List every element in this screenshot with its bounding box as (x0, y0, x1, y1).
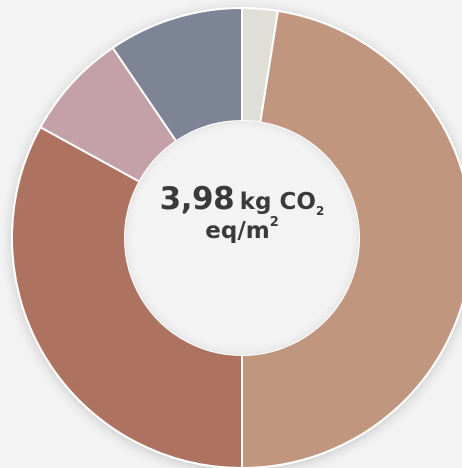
unit-line2-base: eq/m (205, 217, 270, 244)
unit-subscript: 2 (315, 204, 325, 218)
total-value: 3,98 (159, 181, 235, 217)
donut-hole (125, 121, 359, 355)
unit-line2-sup: 2 (269, 214, 279, 230)
total-unit-line2: eq/m2 (110, 214, 374, 244)
total-unit: kg CO2 (239, 189, 325, 218)
center-total-label: 3,98 kg CO2 eq/m2 (110, 181, 374, 244)
unit-prefix: kg CO (239, 189, 316, 215)
donut-slices (11, 6, 462, 468)
